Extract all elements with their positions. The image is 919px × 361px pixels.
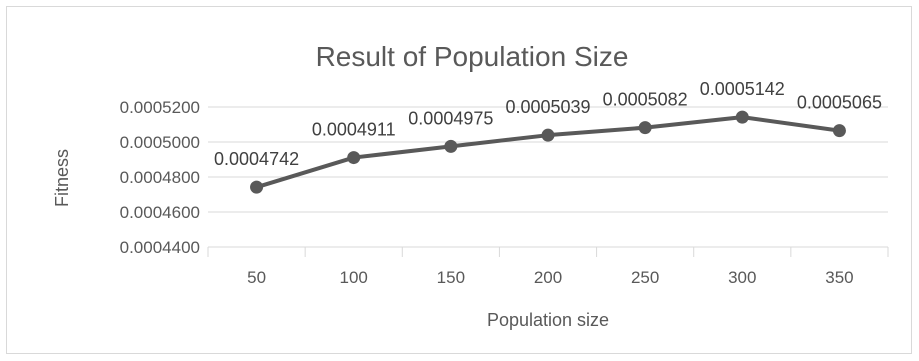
data-point xyxy=(250,180,264,194)
x-axis-label: Population size xyxy=(487,310,609,330)
y-tick-label: 0.0004800 xyxy=(120,168,200,187)
data-label: 0.0004975 xyxy=(408,108,493,128)
data-point xyxy=(735,110,749,124)
x-tick-label: 50 xyxy=(247,268,266,287)
x-tick-label: 150 xyxy=(437,268,465,287)
y-tick-label: 0.0005000 xyxy=(120,133,200,152)
x-tick-label: 300 xyxy=(728,268,756,287)
y-tick-label: 0.0004600 xyxy=(120,203,200,222)
data-point xyxy=(347,151,361,165)
data-point xyxy=(832,124,846,138)
data-label: 0.0005082 xyxy=(603,90,688,110)
chart-title: Result of Population Size xyxy=(316,41,629,72)
data-label: 0.0005039 xyxy=(505,97,590,117)
y-tick-label: 0.0004400 xyxy=(120,238,200,257)
x-tick-label: 250 xyxy=(631,268,659,287)
x-axis-ticks: 50 100 150 200 250 300 350 xyxy=(247,268,854,287)
x-tick-label: 350 xyxy=(825,268,853,287)
x-tick-label: 100 xyxy=(340,268,368,287)
gridlines xyxy=(207,106,889,257)
series xyxy=(250,110,846,194)
y-tick-label: 0.0005200 xyxy=(120,98,200,117)
data-label: 0.0005065 xyxy=(797,93,882,113)
data-point xyxy=(444,139,458,153)
data-label: 0.0004742 xyxy=(214,149,299,169)
data-point xyxy=(638,121,652,135)
x-tick-label: 200 xyxy=(534,268,562,287)
y-axis-ticks: 0.0004400 0.0004600 0.0004800 0.0005000 0.00… xyxy=(120,98,200,257)
data-label: 0.0005142 xyxy=(700,79,785,99)
chart-frame xyxy=(6,6,912,354)
data-label: 0.0004911 xyxy=(312,120,396,140)
y-axis-label: Fitness xyxy=(52,149,72,207)
data-point xyxy=(541,128,555,142)
data-labels: 0.0004742 0.0004911 0.0004975 0.0005039 0.00… xyxy=(214,79,882,169)
